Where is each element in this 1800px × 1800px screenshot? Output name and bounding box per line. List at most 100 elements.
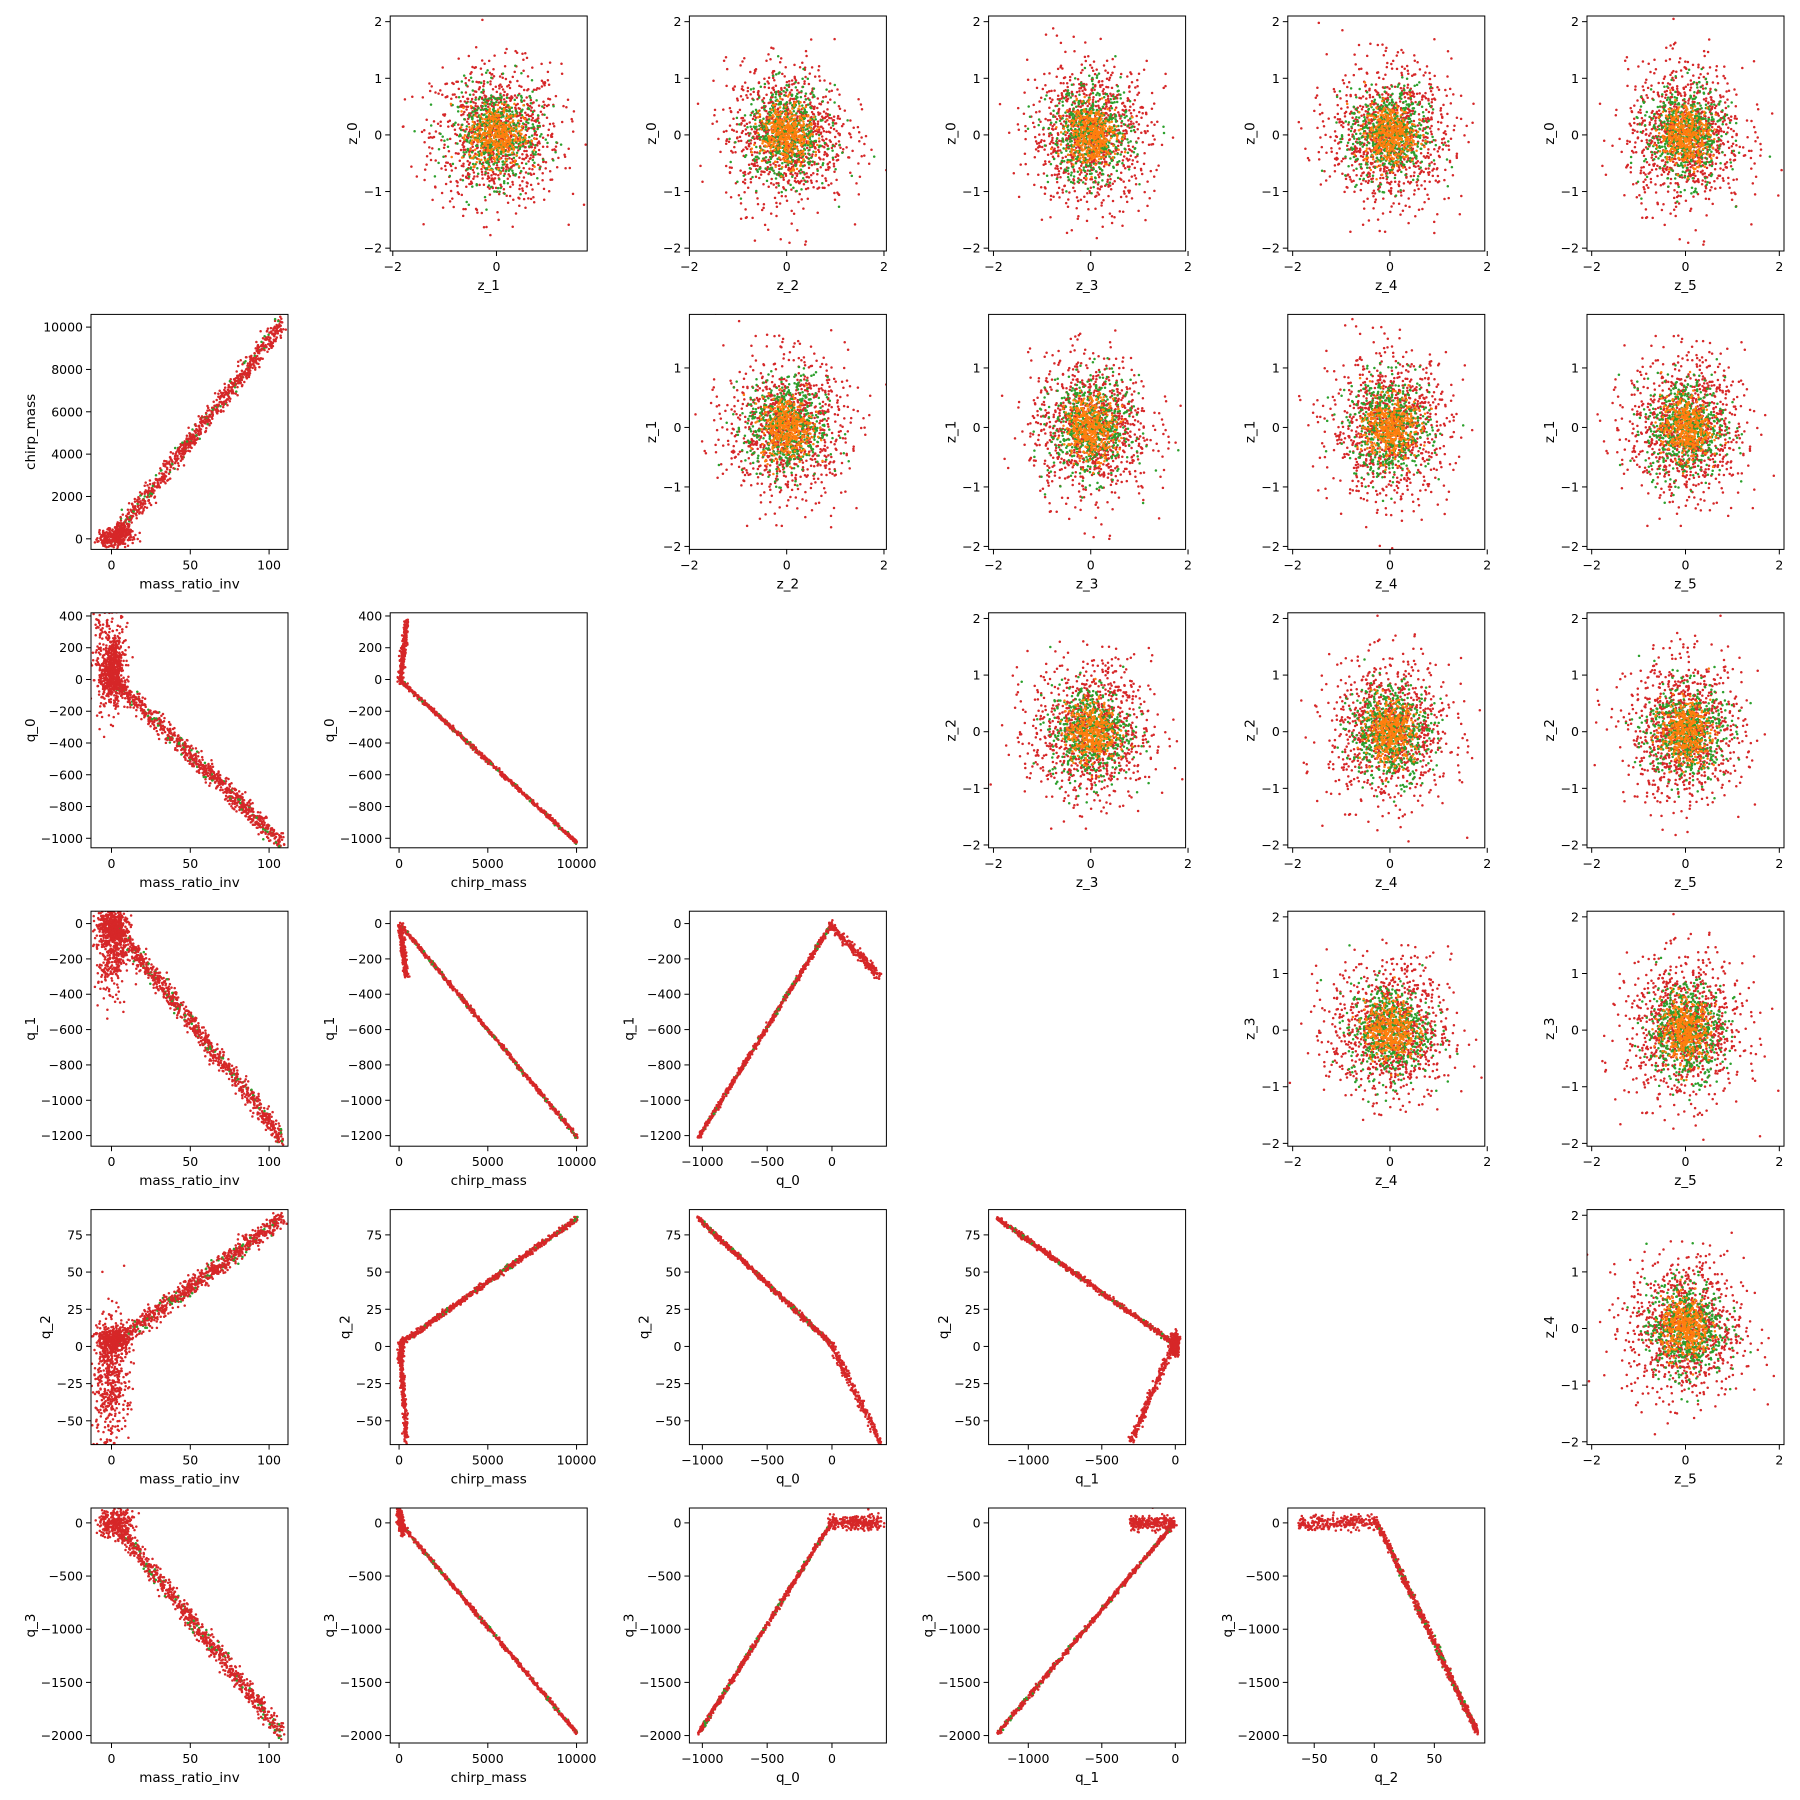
scatter-point [502, 115, 505, 118]
scatter-point [807, 124, 811, 127]
scatter-point [758, 149, 762, 153]
scatter-point [1066, 85, 1069, 89]
scatter-point [719, 150, 722, 154]
scatter-point [534, 153, 537, 156]
scatter-point [830, 182, 833, 185]
scatter-point [488, 145, 492, 148]
scatter-point [501, 127, 505, 130]
scatter-point [482, 79, 486, 83]
scatter-point [763, 144, 767, 147]
scatter-point [485, 225, 488, 229]
scatter-point [1103, 103, 1106, 106]
scatter-point [783, 119, 786, 123]
scatter-point [828, 82, 832, 85]
scatter-point [546, 141, 549, 145]
scatter-point [504, 153, 507, 156]
scatter-point [796, 110, 800, 113]
scatter-point [826, 119, 829, 122]
scatter-point [532, 152, 535, 156]
scatter-point [1142, 162, 1146, 166]
scatter-point [1054, 167, 1057, 170]
scatter-point [519, 141, 522, 144]
scatter-point [511, 119, 515, 122]
scatter-point [1044, 162, 1047, 166]
scatter-point [1092, 252, 1095, 255]
scatter-point [1055, 136, 1059, 140]
scatter-point [1126, 151, 1130, 154]
scatter-point [1101, 80, 1104, 83]
scatter-point [790, 104, 794, 107]
scatter-point [774, 73, 778, 76]
scatter-point [506, 143, 510, 147]
scatter-point [488, 107, 492, 110]
scatter-point [518, 204, 521, 208]
scatter-point [761, 139, 764, 142]
scatter-point [1107, 101, 1110, 104]
scatter-point [789, 124, 792, 128]
scatter-point [759, 127, 763, 131]
scatter-point [790, 153, 794, 157]
scatter-point [1066, 97, 1070, 101]
scatter-point [791, 175, 794, 178]
scatter-point [495, 143, 499, 147]
scatter-point [530, 106, 533, 109]
scatter-point [1095, 108, 1099, 112]
scatter-point [495, 161, 499, 164]
scatter-point [754, 116, 758, 119]
scatter-point [776, 160, 779, 164]
scatter-point [831, 149, 834, 152]
scatter-point [803, 173, 806, 176]
scatter-point [1019, 163, 1022, 166]
scatter-point [750, 127, 754, 131]
scatter-point [476, 172, 480, 176]
scatter-point [519, 145, 522, 149]
scatter-point [509, 80, 512, 84]
scatter-point [797, 160, 801, 163]
scatter-point [497, 218, 500, 222]
scatter-point [838, 133, 841, 137]
scatter-point [1052, 109, 1055, 112]
scatter-point [440, 139, 443, 142]
scatter-point [1053, 173, 1057, 176]
scatter-point [524, 162, 528, 165]
scatter-point [826, 144, 830, 148]
scatter-point [804, 98, 808, 101]
scatter-point [489, 124, 492, 128]
scatter-point [460, 156, 464, 159]
scatter-point [468, 93, 472, 96]
scatter-point [815, 180, 818, 183]
scatter-point [1146, 180, 1149, 183]
scatter-point [455, 95, 458, 99]
scatter-point [496, 167, 500, 171]
scatter-point [571, 192, 575, 196]
scatter-point [801, 159, 805, 162]
scatter-point [519, 116, 523, 120]
scatter-point [475, 160, 478, 164]
scatter-point [531, 113, 534, 116]
scatter-point [552, 105, 555, 108]
scatter-point [546, 145, 549, 149]
scatter-point [458, 159, 462, 163]
scatter-point [444, 82, 447, 86]
scatter-point [1042, 172, 1046, 175]
scatter-point [732, 117, 735, 121]
scatter-point [768, 122, 771, 126]
scatter-point [1147, 143, 1151, 147]
scatter-point [532, 196, 535, 199]
scatter-point [771, 86, 774, 90]
scatter-point [456, 142, 459, 145]
scatter-point [1098, 84, 1102, 87]
scatter-point [790, 79, 794, 82]
scatter-point [817, 128, 821, 131]
scatter-point [527, 172, 530, 175]
scatter-point [794, 164, 797, 168]
scatter-point [530, 126, 533, 130]
scatter-point [548, 122, 552, 126]
scatter-point [822, 139, 825, 142]
scatter-point [517, 142, 520, 146]
scatter-point [793, 114, 796, 117]
scatter-point [1131, 145, 1135, 148]
scatter-point [819, 119, 823, 122]
scatter-point [781, 123, 784, 127]
scatter-point [788, 120, 792, 123]
